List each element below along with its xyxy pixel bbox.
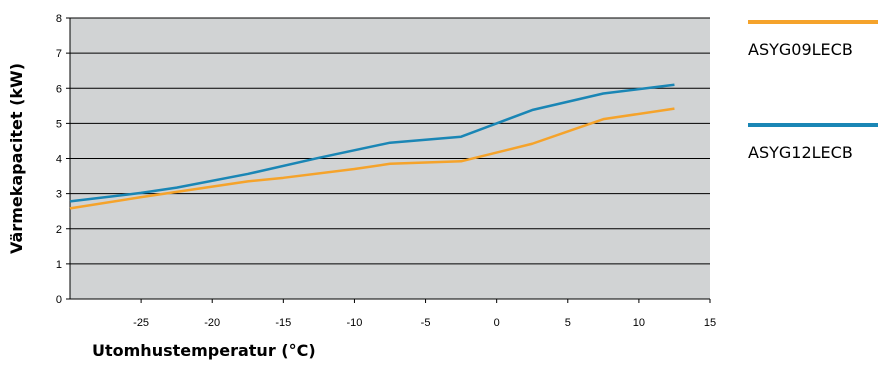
x-tick-label: -15 (275, 317, 291, 329)
axes (66, 17, 711, 303)
x-tick-label: -5 (421, 317, 431, 329)
series-line-1 (69, 107, 675, 210)
y-tick-label: 0 (56, 294, 62, 306)
y-tick-label: 1 (56, 259, 62, 271)
y-axis-label: Värmekapacitet (kW) (7, 63, 26, 254)
x-tick-label: -25 (133, 317, 149, 329)
y-tick-label: 4 (56, 154, 62, 166)
y-tick-label: 2 (56, 224, 62, 236)
y-tick-labels: 0 1 2 3 4 5 6 7 8 (56, 13, 62, 306)
x-tick-label: 15 (704, 317, 716, 329)
y-tick-label: 6 (56, 83, 62, 95)
x-tick-label: 5 (565, 317, 571, 329)
legend-item-2: ASYG12LECB (748, 123, 878, 162)
y-tick-label: 5 (56, 118, 62, 130)
x-tick-label: -20 (204, 317, 220, 329)
y-tick-label: 7 (56, 48, 62, 60)
y-tick-label: 3 (56, 189, 62, 201)
x-axis-label: Utomhustemperatur (°C) (92, 341, 316, 360)
x-tick-label: 10 (633, 317, 645, 329)
y-tick-label: 8 (56, 13, 62, 25)
legend-swatch-blue (748, 123, 878, 127)
legend-label: ASYG12LECB (748, 143, 853, 162)
legend-swatch-orange (748, 20, 878, 24)
series-lines (69, 83, 675, 210)
legend-label: ASYG09LECB (748, 40, 853, 59)
gridlines (70, 17, 710, 265)
legend-item-1: ASYG09LECB (748, 20, 878, 59)
x-tick-label: 0 (494, 317, 500, 329)
x-tick-label: -10 (346, 317, 362, 329)
x-tick-labels: -25 -20 -15 -10 -5 0 5 10 15 (133, 317, 716, 329)
series-line-2 (69, 83, 675, 203)
